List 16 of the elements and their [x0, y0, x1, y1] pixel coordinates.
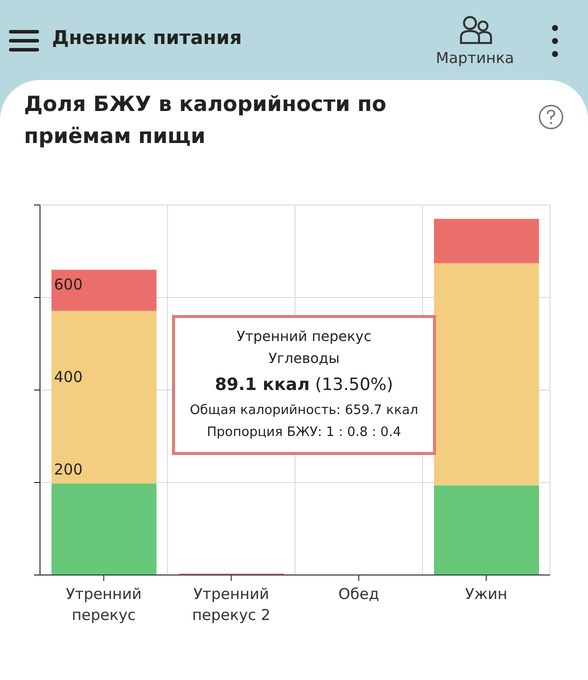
x-tick-label: Утренний перекус: [66, 585, 142, 624]
text: Мартинка: [434, 49, 516, 67]
x-tick-label: Обед: [338, 585, 380, 603]
annotation: (13.50%): [315, 375, 394, 395]
y-tick-label: 200: [54, 460, 83, 478]
chart-title: Доля БЖУ в калорийности по приёмам пищи: [24, 91, 388, 150]
annotation: Утренний перекус: [236, 328, 372, 347]
annotation: 89.1 ккал: [214, 375, 310, 395]
annotation: Общая калорийность: 659.7 ккал: [188, 402, 420, 420]
annotation: Углеводы: [268, 350, 340, 369]
x-tick-label: Ужин: [465, 585, 508, 603]
text: Дневник питания: [52, 27, 242, 49]
x-tick-label: Утренний перекус 2: [192, 585, 270, 624]
y-tick-label: 400: [54, 368, 83, 386]
y-tick-label: 600: [54, 276, 83, 294]
annotation: Пропорция БЖУ: 1 : 0.8 : 0.4: [206, 424, 402, 442]
